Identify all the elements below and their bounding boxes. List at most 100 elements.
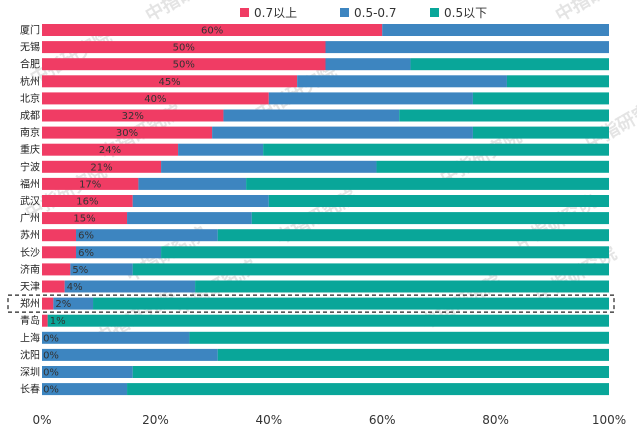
bar-segment bbox=[42, 246, 77, 259]
chart-legend: 0.7以上 0.5-0.7 0.5以下 bbox=[240, 6, 487, 20]
bar-segment bbox=[127, 383, 610, 396]
bar-segment bbox=[268, 92, 473, 105]
bar-segment bbox=[472, 92, 609, 105]
bar-area bbox=[42, 24, 610, 396]
bar-segment bbox=[42, 177, 139, 190]
bar-segment bbox=[42, 75, 298, 88]
x-tick-label: 100% bbox=[592, 413, 626, 427]
category-label: 南京 bbox=[20, 126, 40, 139]
category-label: 苏州 bbox=[20, 229, 40, 242]
category-label: 宁波 bbox=[20, 160, 40, 173]
bar-segment bbox=[410, 58, 609, 71]
watermark-text: 中指研究院 bbox=[142, 0, 231, 26]
bar-segment bbox=[42, 160, 162, 173]
data-labels: 60% 50% 50% 45% 40%32% 30% 24% 21% 17% 16% 15% 6% 6%… bbox=[43, 26, 223, 396]
data-label: 0% bbox=[43, 385, 59, 396]
category-label: 重庆 bbox=[20, 143, 40, 156]
bar-segment bbox=[42, 126, 213, 139]
category-label: 武汉 bbox=[20, 195, 40, 208]
bar-segment bbox=[70, 263, 133, 276]
data-label: 6% bbox=[78, 248, 94, 259]
bar-segment bbox=[42, 212, 128, 225]
bar-segment bbox=[42, 41, 326, 54]
bar-segment bbox=[376, 160, 609, 173]
data-label: 50% bbox=[173, 43, 195, 54]
x-tick-label: 0% bbox=[32, 413, 51, 427]
category-label: 合肥 bbox=[20, 58, 40, 71]
bar-segment bbox=[138, 177, 247, 190]
category-label: 郑州 bbox=[20, 297, 40, 310]
bar-segment bbox=[178, 143, 264, 156]
legend-label: 0.5以下 bbox=[444, 6, 487, 20]
bar-segment bbox=[42, 348, 218, 361]
x-axis: 0% 20% 40% 60% 80% 100% bbox=[32, 413, 626, 427]
bar-segment bbox=[64, 280, 196, 293]
bar-segment bbox=[42, 297, 54, 310]
bar-segment bbox=[42, 366, 133, 378]
category-labels: 厦门无锡合肥杭州北京成都南京重庆宁波福州武汉广州苏州长沙济南天津郑州青岛上海沈阳… bbox=[20, 24, 40, 396]
data-label: 16% bbox=[76, 197, 98, 208]
bar-segment bbox=[42, 195, 133, 207]
category-label: 北京 bbox=[20, 92, 40, 105]
bar-segment bbox=[47, 314, 610, 327]
bar-segment bbox=[268, 195, 609, 207]
x-tick-label: 60% bbox=[369, 413, 396, 427]
highlight-layer bbox=[7, 294, 615, 313]
data-label: 6% bbox=[78, 231, 94, 242]
bar-segment bbox=[212, 126, 473, 139]
category-label: 天津 bbox=[20, 281, 40, 293]
legend-label: 0.5-0.7 bbox=[354, 6, 397, 20]
bar-segment bbox=[127, 212, 252, 225]
bar-segment bbox=[42, 331, 190, 344]
data-label: 17% bbox=[79, 179, 101, 190]
bar-segment bbox=[246, 177, 609, 190]
highlight-box bbox=[7, 294, 615, 313]
bar-segment bbox=[251, 212, 610, 225]
category-label: 上海 bbox=[20, 331, 40, 344]
bar-segment bbox=[42, 109, 224, 122]
bar-segment bbox=[399, 109, 609, 122]
bar-segment bbox=[195, 280, 609, 293]
bar-segment bbox=[42, 383, 128, 396]
data-label: 0% bbox=[43, 368, 59, 379]
category-label: 长沙 bbox=[20, 247, 40, 259]
category-label: 沈阳 bbox=[20, 348, 40, 361]
bar-segment bbox=[42, 92, 269, 105]
x-tick-label: 40% bbox=[255, 413, 282, 427]
bar-segment bbox=[42, 24, 383, 36]
legend-swatch bbox=[430, 8, 439, 17]
bar-segment bbox=[382, 24, 609, 36]
bar-segment bbox=[42, 314, 48, 327]
category-label: 青岛 bbox=[20, 314, 40, 327]
bar-segment bbox=[223, 109, 400, 122]
bar-segment bbox=[161, 246, 609, 259]
bar-segment bbox=[42, 263, 71, 276]
bar-segment bbox=[297, 75, 507, 88]
data-label: 50% bbox=[173, 60, 195, 71]
bar-segment bbox=[189, 331, 610, 344]
x-tick-label: 20% bbox=[142, 413, 169, 427]
category-label: 深圳 bbox=[20, 367, 40, 379]
bar-segment bbox=[132, 366, 609, 378]
category-label: 济南 bbox=[20, 263, 40, 276]
data-label: 60% bbox=[201, 26, 223, 37]
data-label: 30% bbox=[116, 128, 138, 139]
category-label: 成都 bbox=[20, 110, 40, 122]
data-label: 45% bbox=[158, 77, 180, 88]
bar-segment bbox=[325, 41, 609, 54]
bar-segment bbox=[325, 58, 411, 71]
bar-segment bbox=[42, 143, 179, 156]
data-label: 0% bbox=[43, 333, 59, 344]
data-label: 21% bbox=[90, 162, 112, 173]
data-label: 0% bbox=[43, 350, 59, 361]
x-tick-label: 80% bbox=[482, 413, 509, 427]
bar-segment bbox=[161, 160, 377, 173]
legend-swatch bbox=[240, 8, 249, 17]
bar-segment bbox=[53, 297, 94, 310]
watermark-text: 中指研究院 bbox=[552, 0, 637, 26]
data-label: 32% bbox=[122, 111, 144, 122]
bar-segment bbox=[217, 229, 609, 242]
legend-label: 0.7以上 bbox=[254, 6, 297, 20]
data-label: 15% bbox=[73, 214, 95, 225]
bar-segment bbox=[506, 75, 609, 88]
